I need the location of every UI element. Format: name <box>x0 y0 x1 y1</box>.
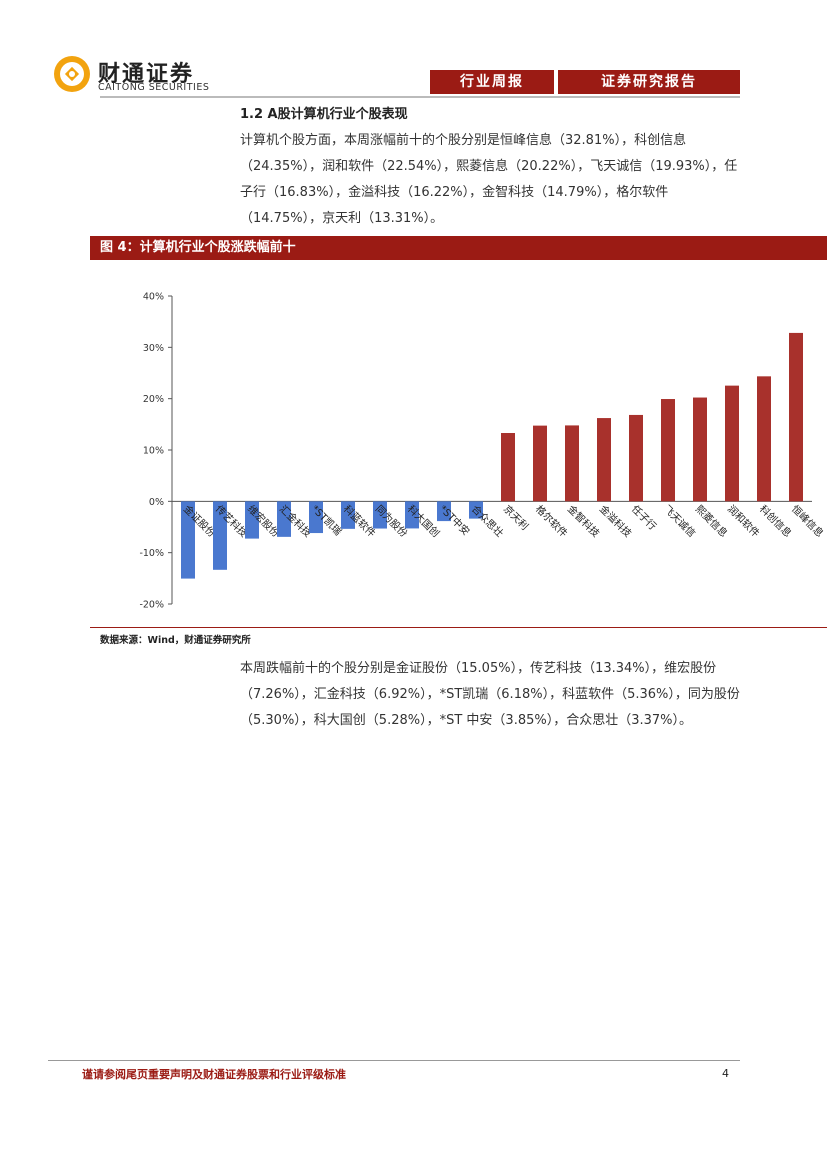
x-tick-label: 金溢科技 <box>597 502 634 539</box>
report-category-tag: 证券研究报告 <box>558 70 740 94</box>
stock-change-chart: 40%30%20%10%0%-10%-20%金证股份传艺科技维宏股份汇金科技*S… <box>139 292 826 611</box>
section-title: 1.2 A股计算机行业个股表现 <box>240 107 408 122</box>
bar <box>757 376 771 502</box>
bar <box>341 501 355 529</box>
losers-paragraph: 本周跌幅前十的个股分别是金证股份（15.05%），传艺科技（13.34%），维宏… <box>240 661 740 728</box>
bar <box>661 399 675 502</box>
bar <box>693 397 707 502</box>
bar <box>309 501 323 534</box>
x-tick-label: 金智科技 <box>565 502 602 539</box>
y-tick-label: 0% <box>149 497 164 508</box>
bar <box>245 501 259 539</box>
x-tick-label: 飞天诚信 <box>661 503 698 540</box>
x-tick-label: 京天利 <box>501 502 531 532</box>
y-tick-label: 40% <box>143 292 164 303</box>
figure-title: 图 4：计算机行业个股涨跌幅前十 <box>100 240 296 255</box>
x-tick-label: 熙菱信息 <box>693 502 730 539</box>
bar <box>789 332 803 502</box>
bar <box>405 501 419 529</box>
report-type-tag: 行业周报 <box>430 70 554 94</box>
bar <box>501 433 515 502</box>
figure-title-bar: 图 4：计算机行业个股涨跌幅前十 <box>90 236 827 260</box>
bar <box>629 414 643 502</box>
x-tick-label: 科创信息 <box>757 502 794 539</box>
bar <box>597 418 611 502</box>
bar <box>565 425 579 502</box>
logo-chinese-name: 财通证券 <box>98 62 195 87</box>
bar <box>373 501 387 529</box>
company-logo: 财通证券 CAITONG SECURITIES <box>52 54 242 96</box>
header-divider <box>100 96 740 98</box>
y-tick-label: -10% <box>139 548 164 559</box>
logo-english-name: CAITONG SECURITIES <box>98 82 210 93</box>
y-tick-label: 30% <box>143 343 164 354</box>
y-tick-label: 20% <box>143 394 164 405</box>
caitong-logo-icon <box>54 56 90 92</box>
gainers-paragraph: 计算机个股方面，本周涨幅前十的个股分别是恒峰信息（32.81%），科创信息（24… <box>240 133 738 226</box>
footer-disclaimer: 谨请参阅尾页重要声明及财通证券股票和行业评级标准 <box>82 1068 346 1081</box>
bar <box>725 385 739 502</box>
bar <box>533 425 547 502</box>
bar <box>437 501 451 522</box>
x-tick-label: 润和软件 <box>725 502 762 539</box>
x-tick-label: 合众思壮 <box>469 502 506 539</box>
page-number: 4 <box>722 1067 729 1080</box>
bar <box>469 501 483 519</box>
y-tick-label: 10% <box>143 446 164 457</box>
bar <box>213 501 227 570</box>
x-tick-label: 格尔软件 <box>533 502 570 539</box>
bar <box>181 501 195 579</box>
bar <box>277 501 291 537</box>
figure-source: 数据来源：Wind，财通证券研究所 <box>100 635 251 646</box>
x-tick-label: 任子行 <box>629 502 659 532</box>
figure-bottom-divider <box>90 627 827 628</box>
footer-divider <box>48 1060 740 1061</box>
x-tick-label: 恒峰信息 <box>789 502 826 539</box>
y-tick-label: -20% <box>139 600 164 611</box>
